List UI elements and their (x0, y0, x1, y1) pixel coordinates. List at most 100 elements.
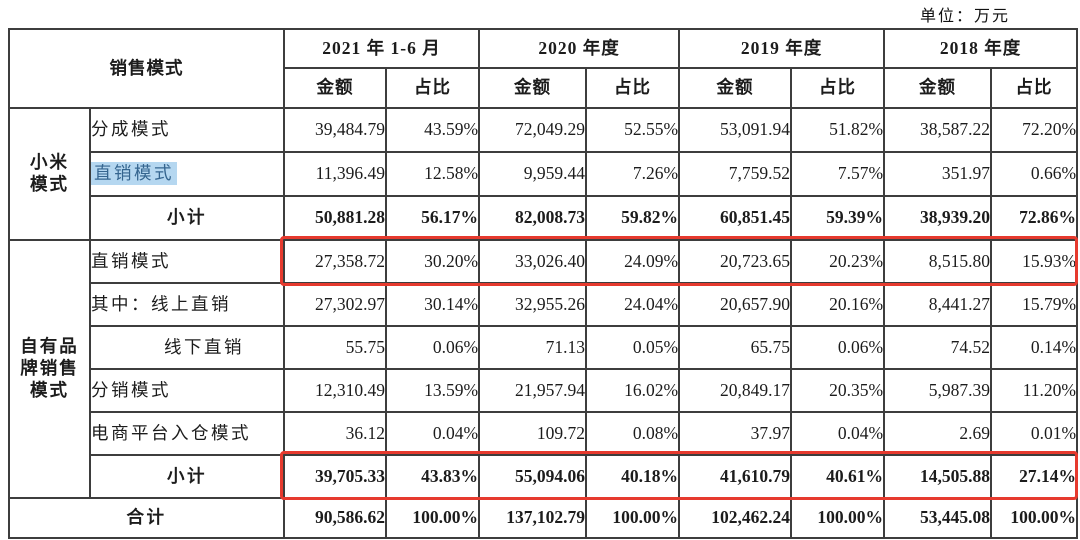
percent-cell: 0.06% (790, 325, 886, 370)
header-period-2021h1: 2021 年 1-6 月 (282, 28, 481, 69)
percent-cell: 13.59% (384, 368, 481, 413)
header-sales-mode: 销售模式 (8, 28, 285, 109)
amount-cell: 90,586.62 (283, 497, 387, 539)
mode-label-cell: 电商平台入仓模式 (89, 411, 285, 456)
percent-cell: 100.00% (585, 497, 681, 539)
percent-cell: 7.26% (585, 151, 681, 197)
amount-cell: 53,091.94 (678, 107, 793, 153)
mode-label-cell: 其中：线上直销 (89, 282, 285, 327)
amount-cell: 39,484.79 (283, 107, 387, 153)
amount-cell: 32,955.26 (478, 282, 588, 327)
mode-label-cell: 直销模式 (89, 151, 285, 197)
amount-cell: 55.75 (283, 325, 387, 370)
header-period-2018: 2018 年度 (883, 28, 1079, 69)
percent-cell: 11.20% (990, 368, 1079, 413)
percent-cell: 12.58% (384, 151, 481, 197)
header-ratio-2021: 占比 (384, 67, 481, 109)
mode-label-cell: 合计 (8, 497, 285, 539)
header-row-metrics: 金额 占比 金额 占比 金额 占比 金额 占比 (9, 67, 1079, 109)
percent-cell: 52.55% (585, 107, 681, 153)
amount-cell: 20,723.65 (678, 239, 793, 284)
percent-cell: 0.04% (790, 411, 886, 456)
header-amount-2021: 金额 (283, 67, 387, 109)
table-row: 线下直销 55.75 0.06% 71.13 0.05% 65.75 0.06% 74.52 0… (9, 325, 1079, 370)
percent-cell: 43.83% (384, 454, 481, 499)
percent-cell: 20.35% (790, 368, 886, 413)
amount-cell: 72,049.29 (478, 107, 588, 153)
percent-cell: 0.14% (990, 325, 1079, 370)
table-row: 小计 50,881.28 56.17% 82,008.73 59.82% 60,851.4… (9, 195, 1079, 241)
percent-cell: 0.06% (384, 325, 481, 370)
percent-cell: 20.23% (790, 239, 886, 284)
amount-cell: 8,515.80 (883, 239, 993, 284)
percent-cell: 100.00% (790, 497, 886, 539)
header-amount-2019: 金额 (678, 67, 793, 109)
percent-cell: 30.20% (384, 239, 481, 284)
amount-cell: 21,957.94 (478, 368, 588, 413)
percent-cell: 43.59% (384, 107, 481, 153)
amount-cell: 71.13 (478, 325, 588, 370)
amount-cell: 14,505.88 (883, 454, 993, 499)
table-row: 电商平台入仓模式 36.12 0.04% 109.72 0.08% 37.97 0.04% 2… (9, 411, 1079, 456)
percent-cell: 100.00% (384, 497, 481, 539)
percent-cell: 7.57% (790, 151, 886, 197)
percent-cell: 30.14% (384, 282, 481, 327)
amount-cell: 5,987.39 (883, 368, 993, 413)
unit-label: 单位：万元 (919, 8, 1010, 25)
table-row: 合计 90,586.62 100.00% 137,102.79 100.00% 102,4… (8, 497, 1079, 539)
amount-cell: 7,759.52 (678, 151, 793, 197)
header-ratio-2019: 占比 (790, 67, 886, 109)
amount-cell: 20,849.17 (678, 368, 793, 413)
percent-cell: 59.82% (585, 195, 681, 241)
group-label-cell: 小米 模式 (8, 107, 91, 241)
amount-cell: 2.69 (883, 411, 993, 456)
amount-cell: 60,851.45 (678, 195, 793, 241)
amount-cell: 109.72 (478, 411, 588, 456)
amount-cell: 27,358.72 (283, 239, 387, 284)
header-period-2020: 2020 年度 (478, 28, 681, 69)
amount-cell: 38,939.20 (883, 195, 993, 241)
percent-cell: 0.04% (384, 411, 481, 456)
percent-cell: 15.79% (990, 282, 1079, 327)
amount-cell: 38,587.22 (883, 107, 993, 153)
percent-cell: 72.86% (990, 195, 1079, 241)
percent-cell: 72.20% (990, 107, 1079, 153)
amount-cell: 65.75 (678, 325, 793, 370)
percent-cell: 16.02% (585, 368, 681, 413)
table-row: 自有品 牌销售 模式 直销模式 27,358.72 30.20% 33,026.40 24… (8, 239, 1079, 499)
percent-cell: 40.18% (585, 454, 681, 499)
selection-highlight: 直销模式 (92, 162, 177, 186)
table-row: 直销模式 11,396.49 12.58% 9,959.44 7.26% 7,759.52… (9, 151, 1079, 197)
percent-cell: 0.08% (585, 411, 681, 456)
amount-cell: 102,462.24 (678, 497, 793, 539)
amount-cell: 137,102.79 (478, 497, 588, 539)
mode-label-cell: 直销模式 (89, 239, 285, 284)
percent-cell: 40.61% (790, 454, 886, 499)
group-label-cell: 自有品 牌销售 模式 (8, 239, 91, 499)
amount-cell: 39,705.33 (283, 454, 387, 499)
percent-cell: 51.82% (790, 107, 886, 153)
percent-cell: 56.17% (384, 195, 481, 241)
mode-label-cell: 线下直销 (89, 325, 285, 370)
mode-label-cell: 小计 (89, 195, 285, 241)
percent-cell: 24.09% (585, 239, 681, 284)
percent-cell: 0.66% (990, 151, 1079, 197)
amount-cell: 8,441.27 (883, 282, 993, 327)
percent-cell: 59.39% (790, 195, 886, 241)
table-row: 分销模式 12,310.49 13.59% 21,957.94 16.02% 20,849… (9, 368, 1079, 413)
percent-cell: 0.05% (585, 325, 681, 370)
percent-cell: 100.00% (990, 497, 1079, 539)
amount-cell: 11,396.49 (283, 151, 387, 197)
percent-cell: 24.04% (585, 282, 681, 327)
header-row-periods: 销售模式 2021 年 1-6 月 2020 年度 2019 年度 2018 年… (8, 28, 1079, 109)
amount-cell: 20,657.90 (678, 282, 793, 327)
amount-cell: 36.12 (283, 411, 387, 456)
amount-cell: 33,026.40 (478, 239, 588, 284)
mode-label-cell: 分销模式 (89, 368, 285, 413)
percent-cell: 15.93% (990, 239, 1079, 284)
amount-cell: 82,008.73 (478, 195, 588, 241)
amount-cell: 74.52 (883, 325, 993, 370)
table-row: 小计 39,705.33 43.83% 55,094.06 40.18% 41,610.7… (9, 454, 1079, 499)
mode-label-cell: 分成模式 (89, 107, 285, 153)
header-amount-2018: 金额 (883, 67, 993, 109)
